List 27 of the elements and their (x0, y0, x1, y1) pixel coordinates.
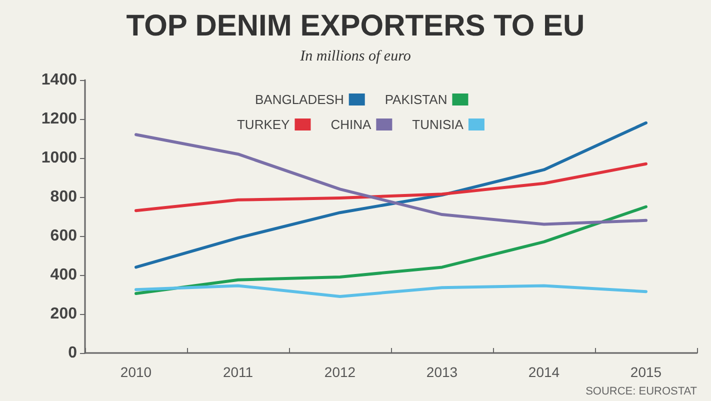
legend-label: TURKEY (236, 117, 290, 132)
source-note: SOURCE: EUROSTAT (586, 386, 698, 398)
legend-label: BANGLADESH (254, 92, 344, 107)
x-tick-label: 2014 (528, 364, 560, 380)
x-tick-label: 2015 (630, 364, 662, 380)
chart-title: TOP DENIM EXPORTERS TO EU (126, 10, 585, 42)
y-tick-label: 600 (50, 228, 78, 244)
legend-label: PAKISTAN (384, 92, 448, 107)
line-series (134, 205, 648, 296)
line-series (134, 133, 648, 226)
x-tick-label: 2013 (426, 364, 458, 380)
x-tick-label: 2012 (324, 364, 356, 380)
chart-subtitle: In millions of euro (299, 48, 412, 64)
line-series (134, 162, 648, 212)
line-series (134, 284, 648, 298)
y-tick-label: 200 (50, 306, 78, 322)
x-tick-label: 2010 (120, 364, 152, 380)
y-tick-label: 1000 (41, 150, 78, 166)
legend-label: TUNISIA (412, 117, 464, 132)
legend-label: CHINA (330, 117, 372, 132)
y-tick-label: 1200 (41, 110, 78, 128)
line-series (134, 121, 648, 269)
x-tick-label: 2011 (222, 364, 254, 380)
y-tick-label: 400 (50, 266, 78, 284)
y-tick-label: 0 (68, 344, 78, 362)
y-tick-label: 1400 (41, 72, 78, 88)
y-tick-label: 800 (50, 188, 78, 206)
